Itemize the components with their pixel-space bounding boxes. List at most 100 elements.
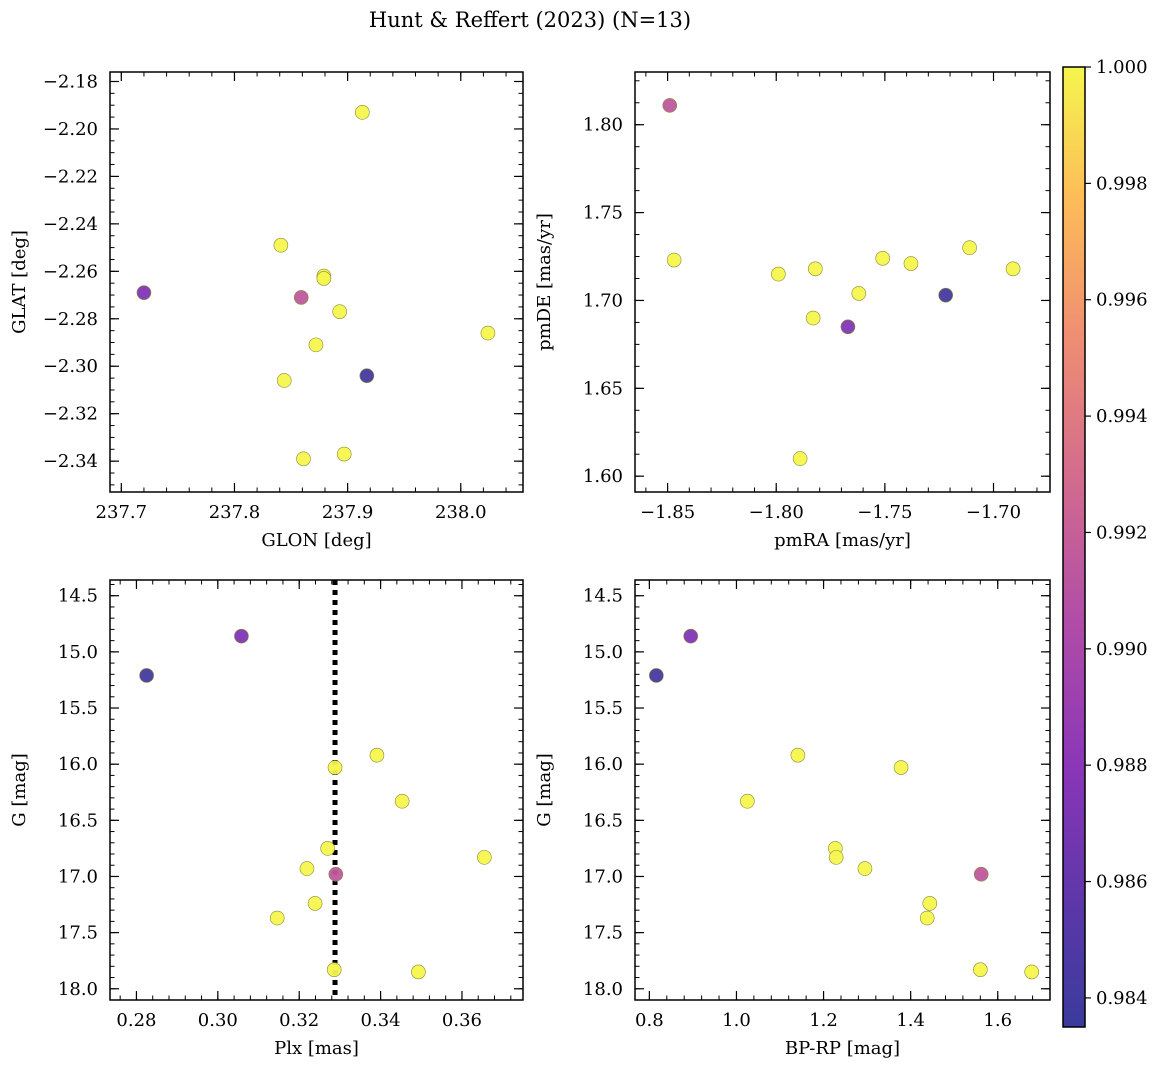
scatter-point bbox=[320, 841, 335, 856]
scatter-point bbox=[234, 628, 249, 644]
y-tick-label: 1.80 bbox=[583, 115, 623, 136]
y-tick-label: 15.0 bbox=[58, 642, 98, 663]
y-tick-label: 16.5 bbox=[58, 810, 98, 831]
y-tick-label: 1.75 bbox=[583, 203, 623, 224]
scatter-point bbox=[299, 861, 315, 876]
y-tick-label: 1.60 bbox=[583, 466, 623, 487]
x-tick-label: −1.85 bbox=[640, 502, 695, 523]
scatter-point bbox=[792, 451, 808, 466]
y-tick-label: 16.0 bbox=[583, 754, 623, 775]
y-axis-label: G [mag] bbox=[534, 753, 555, 826]
axes-frame bbox=[109, 71, 524, 493]
scatter-point bbox=[355, 105, 370, 120]
y-tick-label: 14.5 bbox=[583, 586, 623, 607]
y-tick-label: 17.5 bbox=[58, 923, 98, 944]
scatter-point bbox=[336, 446, 352, 462]
scatter-point bbox=[962, 240, 977, 256]
scatter-point bbox=[136, 285, 152, 300]
x-tick-label: 0.34 bbox=[361, 1010, 401, 1031]
scatter-point bbox=[805, 310, 821, 326]
colorbar-tick-label: 1.000 bbox=[1096, 57, 1148, 78]
scatter-point bbox=[269, 910, 285, 926]
scatter-point bbox=[296, 451, 311, 467]
colorbar-tick-label: 0.984 bbox=[1096, 988, 1148, 1009]
x-tick-label: 0.36 bbox=[442, 1010, 482, 1031]
y-tick-label: 15.5 bbox=[58, 698, 98, 719]
y-tick-label: −2.24 bbox=[43, 214, 98, 235]
y-tick-label: 18.0 bbox=[58, 979, 98, 1000]
y-tick-label: −2.32 bbox=[43, 404, 98, 425]
colorbar-tick-label: 0.996 bbox=[1096, 290, 1148, 311]
panel-4: 0.8 1.0 1.2 1.4 1.6 14.5 15.0 15.5 16.0 16.5 17.0 1… bbox=[534, 579, 1051, 1059]
scatter-point bbox=[369, 747, 385, 763]
x-tick-label: 1.0 bbox=[722, 1010, 751, 1031]
scatter-point bbox=[857, 861, 873, 876]
y-tick-label: −2.18 bbox=[43, 71, 98, 92]
scatter-point bbox=[893, 760, 909, 775]
scatter-point bbox=[973, 866, 989, 882]
scatter-point bbox=[973, 962, 988, 977]
colorbar-tick-label: 0.992 bbox=[1096, 522, 1148, 543]
scatter-point bbox=[307, 896, 323, 911]
scatter-point bbox=[477, 850, 492, 865]
scatter-point bbox=[903, 256, 919, 271]
y-tick-label: 1.70 bbox=[583, 290, 623, 311]
scatter-point bbox=[919, 910, 935, 926]
y-tick-label: −2.22 bbox=[43, 166, 98, 187]
x-tick-label: 0.28 bbox=[116, 1010, 156, 1031]
panel-2: −1.85 −1.80 −1.75 −1.70 1.60 1.65 1.70 1.75 1.80… bbox=[534, 71, 1051, 551]
x-tick-label: 1.6 bbox=[983, 1010, 1012, 1031]
scatter-point bbox=[808, 261, 823, 277]
colorbar-tick-label: 0.988 bbox=[1096, 755, 1148, 776]
scatter-point bbox=[938, 287, 954, 303]
y-axis-label: G [mag] bbox=[9, 753, 30, 826]
scatter-point bbox=[828, 850, 844, 865]
x-tick-label: 0.30 bbox=[198, 1010, 238, 1031]
scatter-point bbox=[1005, 261, 1021, 277]
scatter-point bbox=[316, 271, 332, 286]
x-tick-label: −1.70 bbox=[966, 502, 1021, 523]
scatter-point bbox=[411, 964, 426, 980]
scatter-point bbox=[666, 252, 682, 268]
axes-frame bbox=[634, 71, 1051, 493]
scatter-point bbox=[790, 747, 806, 763]
scatter-point bbox=[394, 793, 410, 809]
scatter-point bbox=[139, 668, 154, 683]
scatter-point bbox=[327, 760, 343, 775]
colorbar-tick-label: 0.998 bbox=[1096, 173, 1148, 194]
scatter-point bbox=[740, 793, 755, 809]
scatter-point bbox=[332, 304, 347, 319]
x-tick-label: 1.4 bbox=[896, 1010, 925, 1031]
scatter-point bbox=[851, 286, 867, 301]
y-tick-label: 17.5 bbox=[583, 923, 623, 944]
y-tick-label: 15.0 bbox=[583, 642, 623, 663]
colorbar-tick-label: 0.986 bbox=[1096, 872, 1148, 893]
x-axis-label: Plx [mas] bbox=[274, 1038, 359, 1059]
y-tick-label: −2.34 bbox=[43, 451, 98, 472]
scatter-point bbox=[662, 98, 678, 113]
y-tick-label: 16.0 bbox=[58, 754, 98, 775]
y-tick-label: −2.28 bbox=[43, 309, 98, 330]
y-axis-label: GLAT [deg] bbox=[9, 230, 30, 334]
scatter-point bbox=[1024, 964, 1040, 980]
panel-1: 237.7 237.8 237.9 238.0 −2.34 −2.32 −2.30 −2.28… bbox=[9, 71, 524, 551]
scatter-point bbox=[326, 962, 342, 977]
y-tick-label: −2.30 bbox=[43, 356, 98, 377]
x-axis-label: GLON [deg] bbox=[261, 530, 371, 551]
y-tick-label: −2.26 bbox=[43, 261, 98, 282]
y-tick-label: 15.5 bbox=[583, 698, 623, 719]
scatter-point bbox=[875, 250, 890, 266]
axes-frame bbox=[109, 579, 524, 1001]
scatter-point bbox=[840, 319, 856, 335]
scatter-point bbox=[273, 237, 289, 253]
y-tick-label: 1.65 bbox=[583, 378, 623, 399]
x-axis-label: pmRA [mas/yr] bbox=[774, 530, 911, 551]
scatter-point bbox=[359, 368, 375, 384]
y-tick-label: 17.0 bbox=[58, 866, 98, 887]
x-tick-label: 1.2 bbox=[809, 1010, 838, 1031]
y-axis-label: pmDE [mas/yr] bbox=[534, 213, 555, 351]
x-axis-label: BP-RP [mag] bbox=[785, 1038, 900, 1059]
x-tick-label: −1.75 bbox=[857, 502, 912, 523]
scatter-point bbox=[649, 668, 664, 683]
